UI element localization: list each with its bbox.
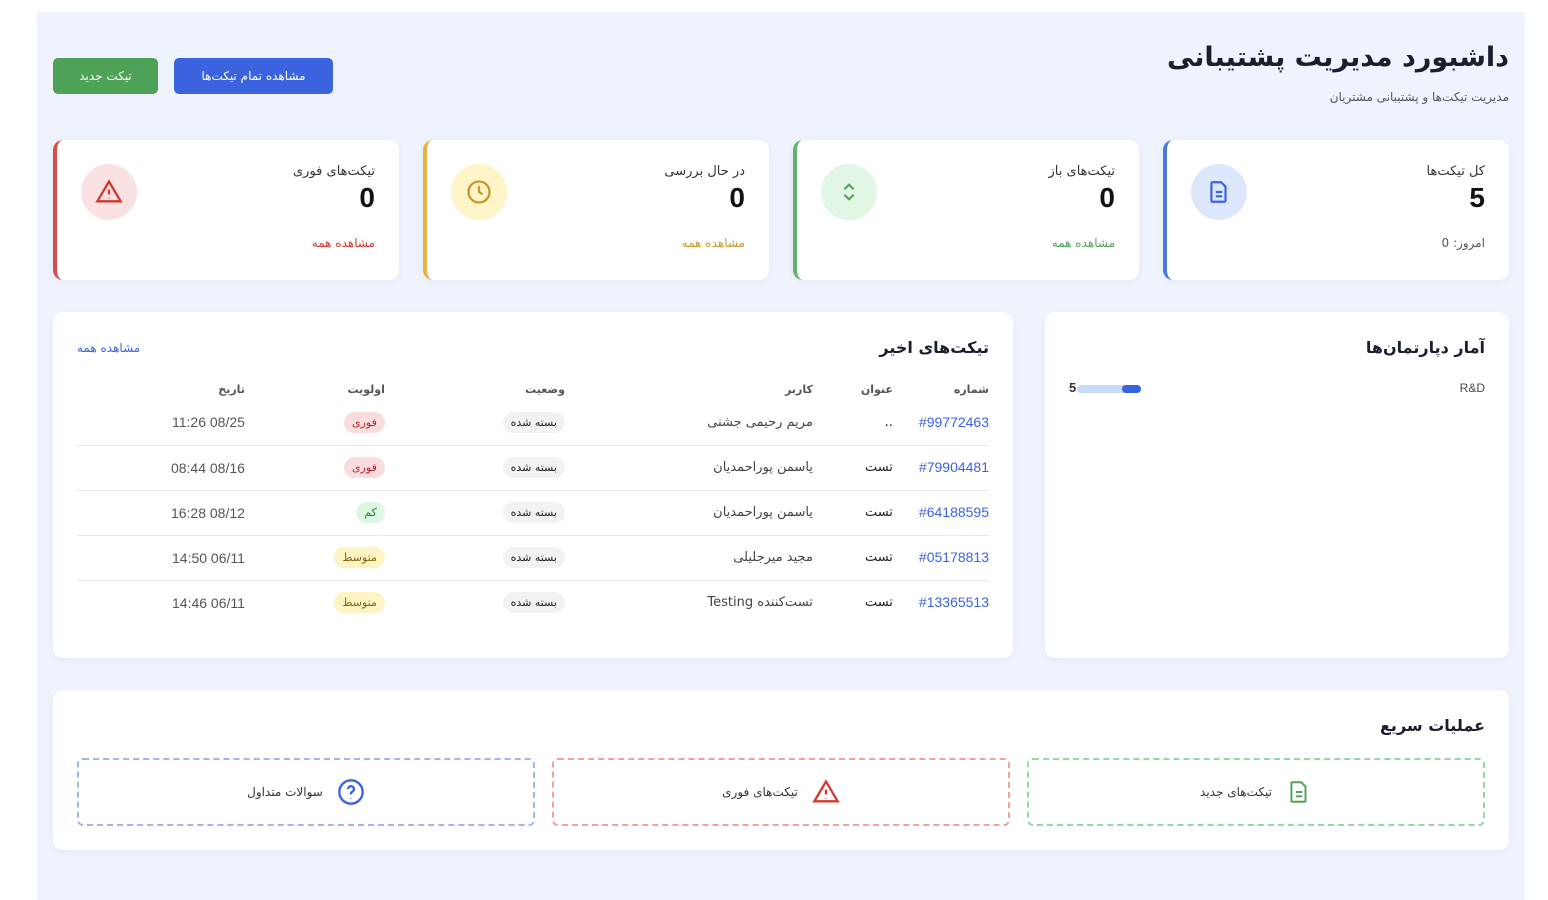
ticket-title: تست	[824, 489, 919, 535]
stat-card-urgent: تیکت‌های فوری 0 مشاهده همه	[53, 140, 399, 280]
recent-tickets-title: تیکت‌های اخیر	[879, 338, 989, 357]
department-name: R&D	[1459, 381, 1485, 395]
view-all-link[interactable]: مشاهده همه	[311, 236, 375, 250]
column-header: تاریخ	[218, 382, 245, 396]
department-progress-bar	[1077, 385, 1141, 393]
ticket-title: تست	[824, 579, 919, 625]
stat-card-open: تیکت‌های باز 0 مشاهده همه	[793, 140, 1139, 280]
table-row[interactable]: #05178813 تست مجید میرجلیلی بسته شده متو…	[77, 534, 989, 580]
ticket-id-link[interactable]: #13365513	[918, 594, 989, 611]
table-row[interactable]: #64188595 تست یاسمن پوراحمدیان بسته شده …	[77, 489, 989, 535]
departments-title: آمار دپارتمان‌ها	[1365, 338, 1485, 357]
ticket-user: مجید میرجلیلی	[624, 534, 825, 580]
priority-badge: متوسط	[334, 592, 385, 614]
new-ticket-button[interactable]: تیکت جدید	[53, 58, 158, 94]
quick-action-label: تیکت‌های جدید	[1200, 785, 1272, 799]
ticket-id-link[interactable]: #79904481	[918, 459, 989, 475]
ticket-date: 14:50 06/11	[77, 534, 305, 580]
view-all-link[interactable]: مشاهده همه	[1051, 236, 1115, 250]
clock-icon	[451, 164, 507, 220]
question-circle-icon	[338, 779, 364, 805]
stat-label: تیکت‌های فوری	[293, 164, 375, 179]
ticket-user: یاسمن پوراحمدیان	[624, 444, 825, 490]
view-all-tickets-button[interactable]: مشاهده تمام تیکت‌ها	[174, 58, 333, 94]
table-row[interactable]: #99772463 .. مریم رحیمی جشنی بسته شده فو…	[77, 400, 989, 445]
quick-action-label: تیکت‌های فوری	[722, 785, 798, 799]
recent-tickets-panel: تیکت‌های اخیر مشاهده همه شماره عنوان کار…	[53, 312, 1013, 658]
stat-card-total: کل تیکت‌ها 5 امروز: 0	[1163, 140, 1509, 280]
stat-label: در حال بررسی	[664, 164, 745, 179]
view-all-link[interactable]: مشاهده همه	[77, 341, 141, 355]
table-row[interactable]: #79904481 تست یاسمن پوراحمدیان بسته شده …	[77, 444, 989, 490]
ticket-user: یاسمن پوراحمدیان	[624, 489, 825, 535]
table-row[interactable]: #13365513 تست تست‌کننده Testing بسته شده…	[77, 579, 989, 625]
ticket-date: 11:26 08/25	[172, 414, 245, 431]
stat-footer: امروز: 0	[1441, 236, 1485, 250]
quick-action-new-tickets[interactable]: تیکت‌های جدید	[1027, 758, 1485, 826]
view-all-link[interactable]: مشاهده همه	[681, 236, 745, 250]
priority-badge: کم	[356, 502, 385, 523]
priority-badge: متوسط	[334, 547, 385, 568]
department-progress-fill	[1122, 385, 1141, 393]
quick-actions-panel: عملیات سریع تیکت‌های جدید تیکت‌های فوری …	[53, 690, 1509, 850]
ticket-title: ..	[884, 414, 893, 430]
column-header: وضعیت	[525, 382, 565, 396]
ticket-id-link[interactable]: #05178813	[918, 549, 989, 565]
priority-badge: فوری	[344, 457, 385, 478]
quick-actions-title: عملیات سریع	[1380, 716, 1485, 735]
page-subtitle: مدیریت تیکت‌ها و پشتیبانی مشتریان	[1329, 90, 1509, 104]
stat-label: تیکت‌های باز	[1048, 164, 1115, 179]
stat-value: 0	[729, 182, 745, 213]
column-header: کاربر	[785, 382, 813, 396]
ticket-date: 14:46 06/11	[77, 579, 305, 625]
stat-value: 0	[1099, 182, 1115, 213]
stat-value: 5	[1469, 182, 1485, 213]
quick-action-faq[interactable]: سوالات متداول	[77, 758, 535, 826]
column-header: شماره	[953, 382, 989, 396]
column-header: عنوان	[860, 382, 893, 396]
ticket-user: مریم رحیمی جشنی	[707, 414, 813, 430]
ticket-id-link[interactable]: #99772463	[918, 413, 989, 430]
file-icon	[1290, 781, 1307, 803]
chevrons-up-down-icon	[821, 164, 877, 220]
status-badge: بسته شده	[502, 457, 565, 478]
department-count: 5	[1069, 380, 1077, 395]
ticket-title: تست	[824, 444, 919, 490]
column-header: اولویت	[347, 382, 385, 396]
stat-value: 0	[359, 182, 375, 213]
ticket-title: تست	[824, 534, 919, 580]
warning-icon	[81, 164, 137, 220]
quick-action-urgent-tickets[interactable]: تیکت‌های فوری	[552, 758, 1010, 826]
stat-label: کل تیکت‌ها	[1426, 164, 1485, 179]
recent-tickets-table: شماره عنوان کاربر وضعیت اولویت تاریخ #99…	[77, 378, 989, 625]
warning-icon	[812, 779, 840, 803]
status-badge: بسته شده	[502, 547, 565, 568]
ticket-user: تست‌کننده Testing	[624, 579, 825, 625]
page-title: داشبورد مدیریت پشتیبانی	[1166, 42, 1509, 73]
status-badge: بسته شده	[502, 502, 565, 523]
ticket-date: 08:44 08/16	[77, 444, 305, 490]
ticket-date: 16:28 08/12	[77, 489, 305, 535]
quick-action-label: سوالات متداول	[247, 785, 323, 799]
document-icon	[1191, 164, 1247, 220]
status-badge: بسته شده	[502, 411, 565, 433]
stat-card-in-review: در حال بررسی 0 مشاهده همه	[423, 140, 769, 280]
ticket-id-link[interactable]: #64188595	[918, 504, 989, 520]
departments-panel: آمار دپارتمان‌ها R&D 5	[1045, 312, 1509, 658]
priority-badge: فوری	[344, 411, 385, 433]
dashboard: داشبورد مدیریت پشتیبانی مدیریت تیکت‌ها و…	[37, 12, 1525, 900]
status-badge: بسته شده	[502, 592, 565, 614]
